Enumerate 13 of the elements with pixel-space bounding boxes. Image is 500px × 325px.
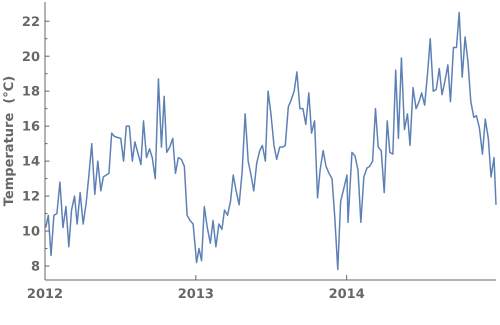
- y-tick-label: 14: [22, 154, 40, 170]
- y-tick-label: 16: [22, 120, 40, 135]
- y-tick-label: 12: [22, 190, 40, 205]
- y-tick-label: 20: [22, 50, 40, 65]
- x-tick-label: 2014: [328, 287, 365, 302]
- x-tick-label: 2012: [26, 287, 64, 302]
- y-axis-title: Temperature (°C): [2, 76, 17, 206]
- x-tick-label: 2013: [178, 287, 214, 302]
- y-tick-label: 10: [22, 224, 40, 240]
- y-tick-label: 18: [22, 84, 40, 100]
- line-series: [45, 12, 497, 270]
- y-tick-label: 8: [30, 260, 40, 275]
- y-tick-label: 22: [22, 14, 40, 30]
